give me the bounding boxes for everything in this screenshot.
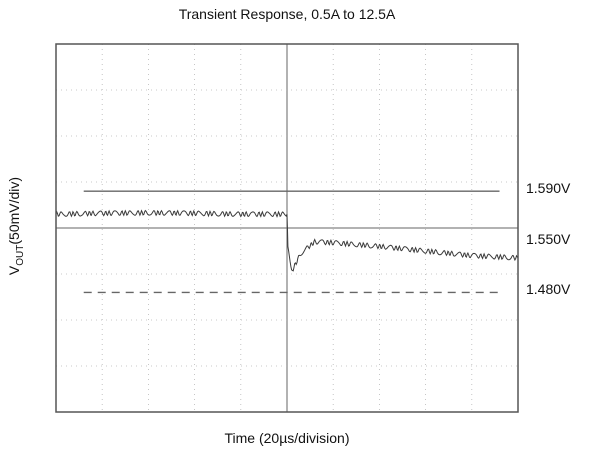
reference-label-upper: 1.590V [526, 180, 571, 196]
reference-label-lower: 1.480V [526, 281, 571, 297]
x-axis-label: Time (20µs/division) [224, 430, 350, 446]
reference-label-nominal: 1.550V [526, 231, 571, 247]
output-voltage-trace-0 [55, 209, 519, 272]
chart-title: Transient Response, 0.5A to 12.5A [178, 6, 396, 22]
plot-frame [55, 43, 519, 413]
reference-lines [83, 190, 500, 294]
trace-layer [55, 209, 519, 272]
